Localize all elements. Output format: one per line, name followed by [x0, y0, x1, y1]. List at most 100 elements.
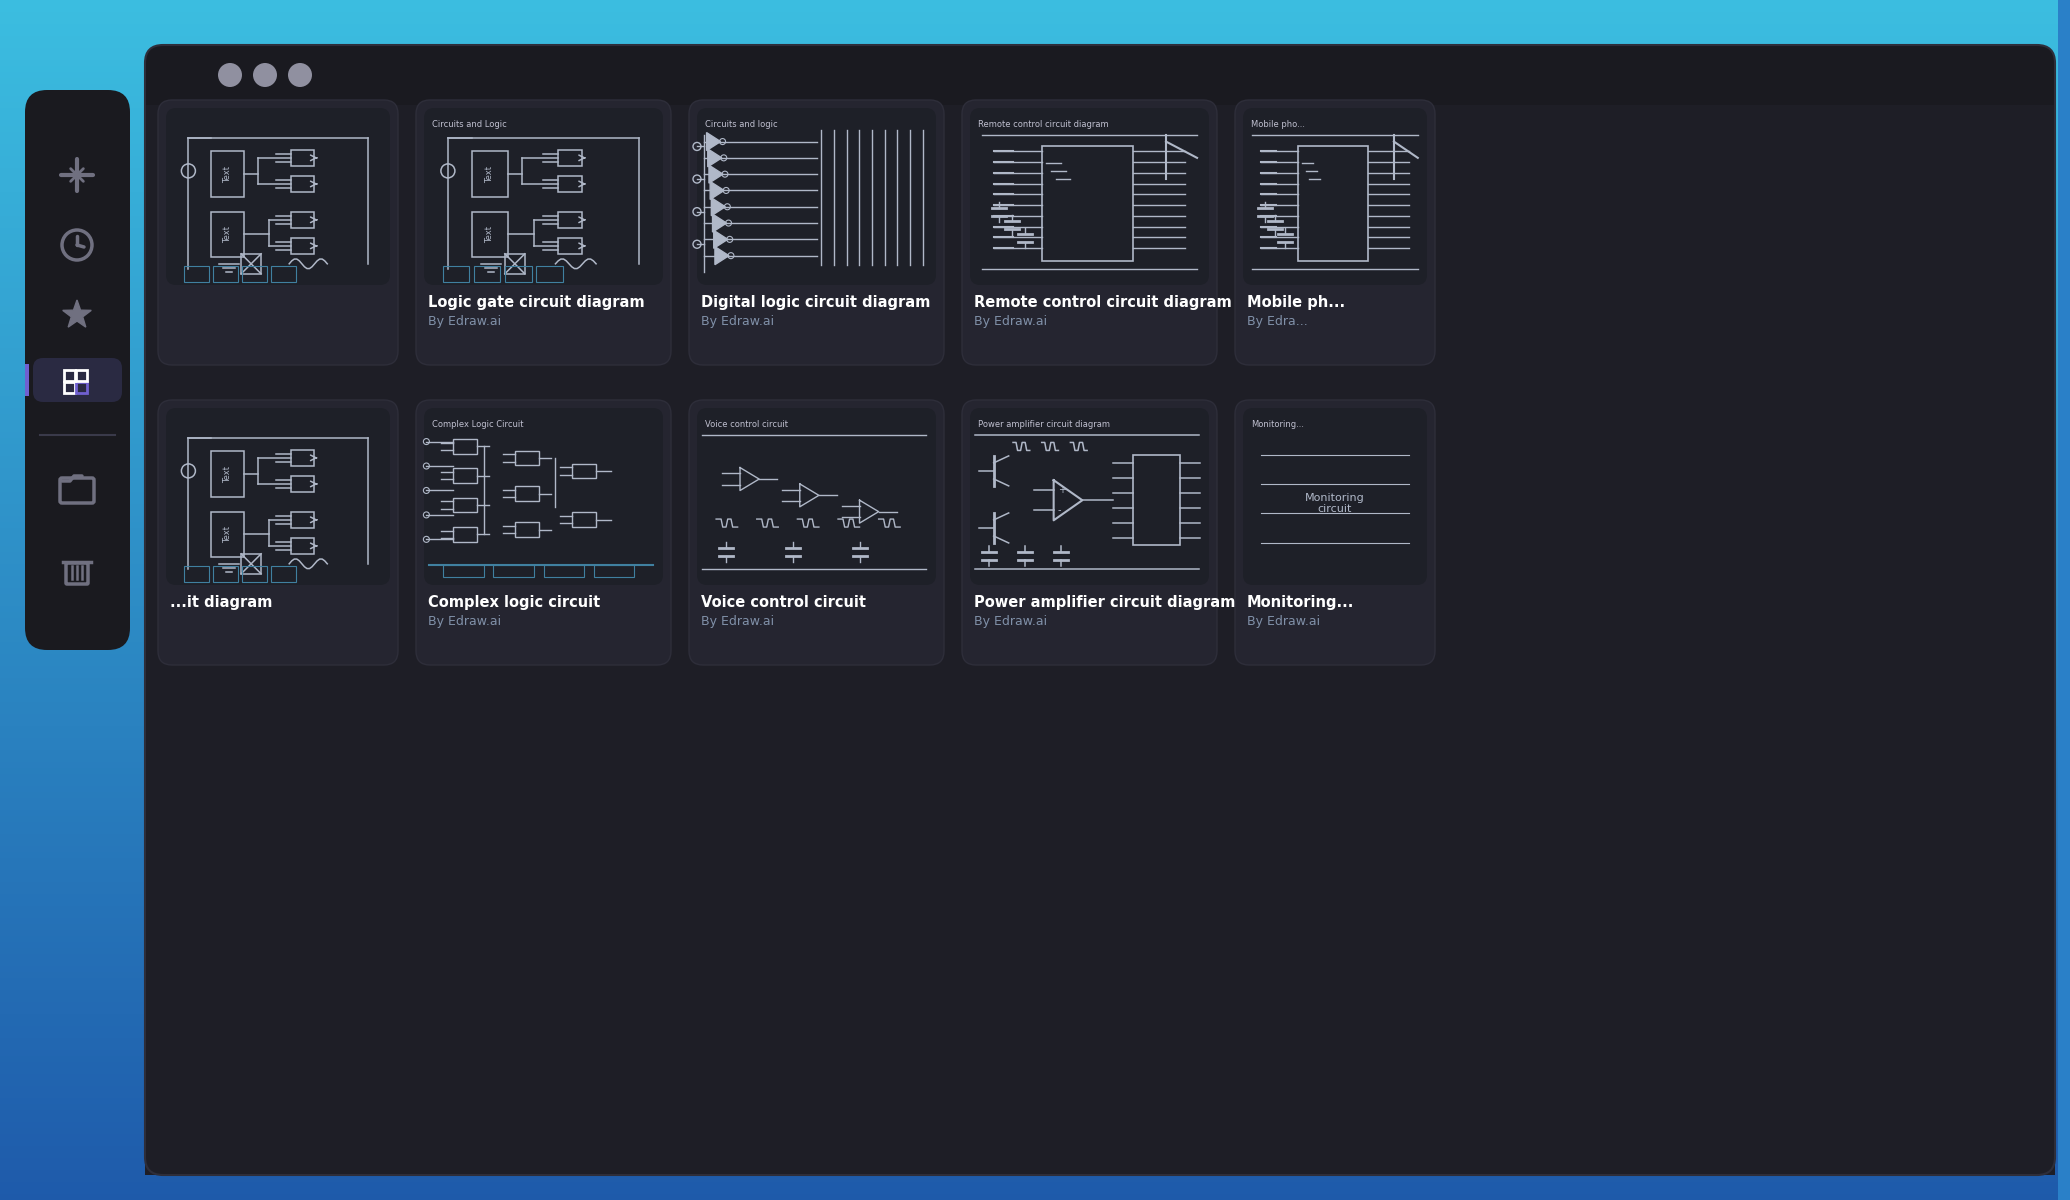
- Bar: [0, 1050, 2070, 1056]
- Bar: [0, 768, 2070, 774]
- Bar: [505, 254, 526, 274]
- Bar: [213, 265, 238, 282]
- Bar: [0, 42, 2070, 48]
- Bar: [0, 726, 2070, 732]
- Bar: [0, 702, 2070, 708]
- Bar: [0, 600, 2070, 606]
- Bar: [0, 258, 2070, 264]
- Bar: [557, 150, 582, 166]
- Bar: [184, 565, 209, 582]
- Bar: [0, 468, 2070, 474]
- Bar: [292, 450, 315, 466]
- Bar: [1298, 146, 1368, 260]
- Bar: [77, 382, 87, 392]
- Bar: [0, 780, 2070, 786]
- Bar: [0, 1194, 2070, 1200]
- Bar: [0, 114, 2070, 120]
- Bar: [242, 565, 267, 582]
- Bar: [0, 1170, 2070, 1176]
- Bar: [211, 211, 244, 257]
- Text: Text: Text: [224, 466, 232, 482]
- Bar: [0, 300, 2070, 306]
- Text: Mobile ph...: Mobile ph...: [1246, 295, 1346, 310]
- Polygon shape: [710, 181, 724, 199]
- Bar: [0, 834, 2070, 840]
- Text: Mobile pho...: Mobile pho...: [1250, 120, 1304, 128]
- Bar: [0, 210, 2070, 216]
- Bar: [0, 324, 2070, 330]
- Bar: [0, 108, 2070, 114]
- Bar: [594, 565, 633, 577]
- Bar: [443, 265, 470, 282]
- Bar: [0, 810, 2070, 816]
- Bar: [0, 510, 2070, 516]
- Bar: [0, 672, 2070, 678]
- FancyBboxPatch shape: [689, 100, 944, 365]
- Text: +: +: [1058, 485, 1066, 496]
- Bar: [0, 396, 2070, 402]
- Bar: [0, 978, 2070, 984]
- Polygon shape: [714, 247, 729, 265]
- Bar: [0, 792, 2070, 798]
- FancyBboxPatch shape: [25, 90, 130, 650]
- Bar: [0, 444, 2070, 450]
- Bar: [544, 565, 584, 577]
- Circle shape: [288, 62, 313, 86]
- Bar: [0, 336, 2070, 342]
- Bar: [0, 378, 2070, 384]
- Bar: [0, 1104, 2070, 1110]
- Bar: [0, 1092, 2070, 1098]
- Bar: [0, 1122, 2070, 1128]
- Bar: [0, 30, 2070, 36]
- Bar: [77, 370, 87, 382]
- Bar: [0, 918, 2070, 924]
- Bar: [0, 516, 2070, 522]
- Bar: [0, 720, 2070, 726]
- Bar: [0, 924, 2070, 930]
- Bar: [0, 552, 2070, 558]
- Bar: [0, 756, 2070, 762]
- Bar: [453, 439, 476, 454]
- Bar: [0, 342, 2070, 348]
- Text: By Edra...: By Edra...: [1246, 314, 1308, 328]
- Text: ...it diagram: ...it diagram: [170, 595, 273, 610]
- Bar: [0, 348, 2070, 354]
- Bar: [0, 264, 2070, 270]
- Bar: [0, 1098, 2070, 1104]
- Text: By Edraw.ai: By Edraw.ai: [975, 314, 1047, 328]
- Bar: [0, 954, 2070, 960]
- Bar: [0, 24, 2070, 30]
- Bar: [292, 150, 315, 166]
- Bar: [0, 1182, 2070, 1188]
- Bar: [0, 234, 2070, 240]
- Circle shape: [217, 62, 242, 86]
- Bar: [0, 1140, 2070, 1146]
- Bar: [0, 1074, 2070, 1080]
- Bar: [0, 852, 2070, 858]
- Text: Text: Text: [224, 166, 232, 182]
- Bar: [271, 565, 296, 582]
- FancyBboxPatch shape: [698, 108, 936, 284]
- Text: Circuits and Logic: Circuits and Logic: [433, 120, 507, 128]
- Bar: [0, 942, 2070, 948]
- Bar: [0, 696, 2070, 702]
- Bar: [0, 450, 2070, 456]
- Bar: [0, 228, 2070, 234]
- FancyBboxPatch shape: [971, 408, 1209, 584]
- Bar: [0, 1068, 2070, 1074]
- Bar: [0, 966, 2070, 972]
- Bar: [0, 684, 2070, 690]
- Bar: [0, 426, 2070, 432]
- Bar: [557, 238, 582, 254]
- Bar: [505, 265, 532, 282]
- Bar: [0, 774, 2070, 780]
- Bar: [0, 528, 2070, 534]
- Bar: [64, 370, 75, 382]
- Bar: [0, 846, 2070, 852]
- Text: Text: Text: [484, 166, 495, 182]
- Bar: [0, 420, 2070, 426]
- Bar: [0, 96, 2070, 102]
- Bar: [0, 354, 2070, 360]
- Bar: [0, 120, 2070, 126]
- Bar: [292, 475, 315, 492]
